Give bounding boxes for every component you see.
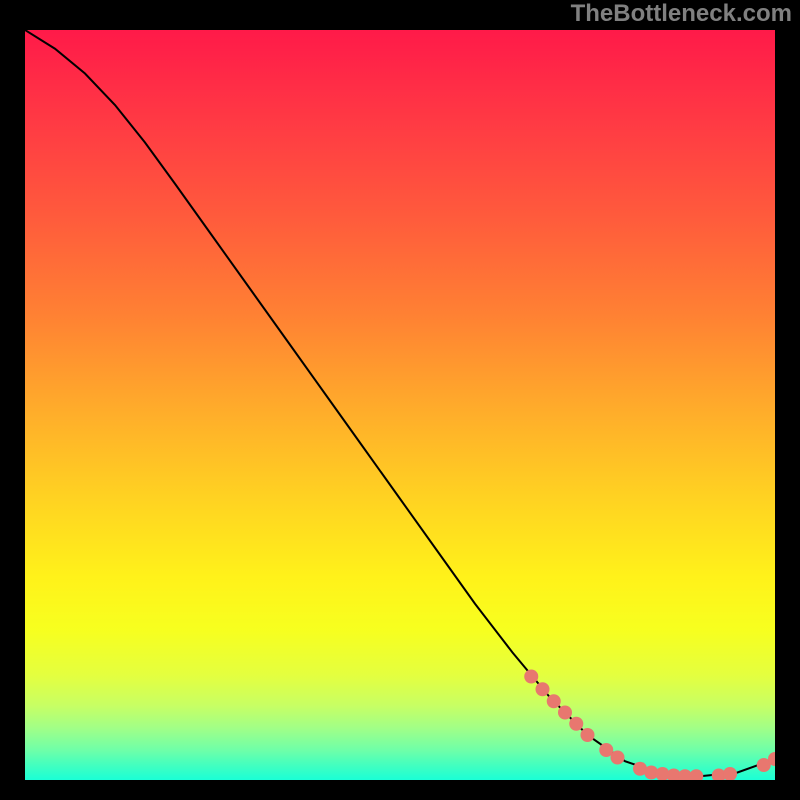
plot-area (25, 30, 775, 780)
data-marker (558, 706, 572, 720)
data-marker (611, 751, 625, 765)
data-marker (524, 670, 538, 684)
data-marker (581, 728, 595, 742)
watermark-text: TheBottleneck.com (571, 0, 792, 28)
data-marker (569, 717, 583, 731)
data-marker (547, 694, 561, 708)
data-marker (723, 767, 737, 780)
bottleneck-curve (25, 30, 775, 776)
data-marker (536, 682, 550, 696)
data-marker (689, 769, 703, 780)
data-markers (524, 670, 775, 781)
curve-layer (25, 30, 775, 780)
